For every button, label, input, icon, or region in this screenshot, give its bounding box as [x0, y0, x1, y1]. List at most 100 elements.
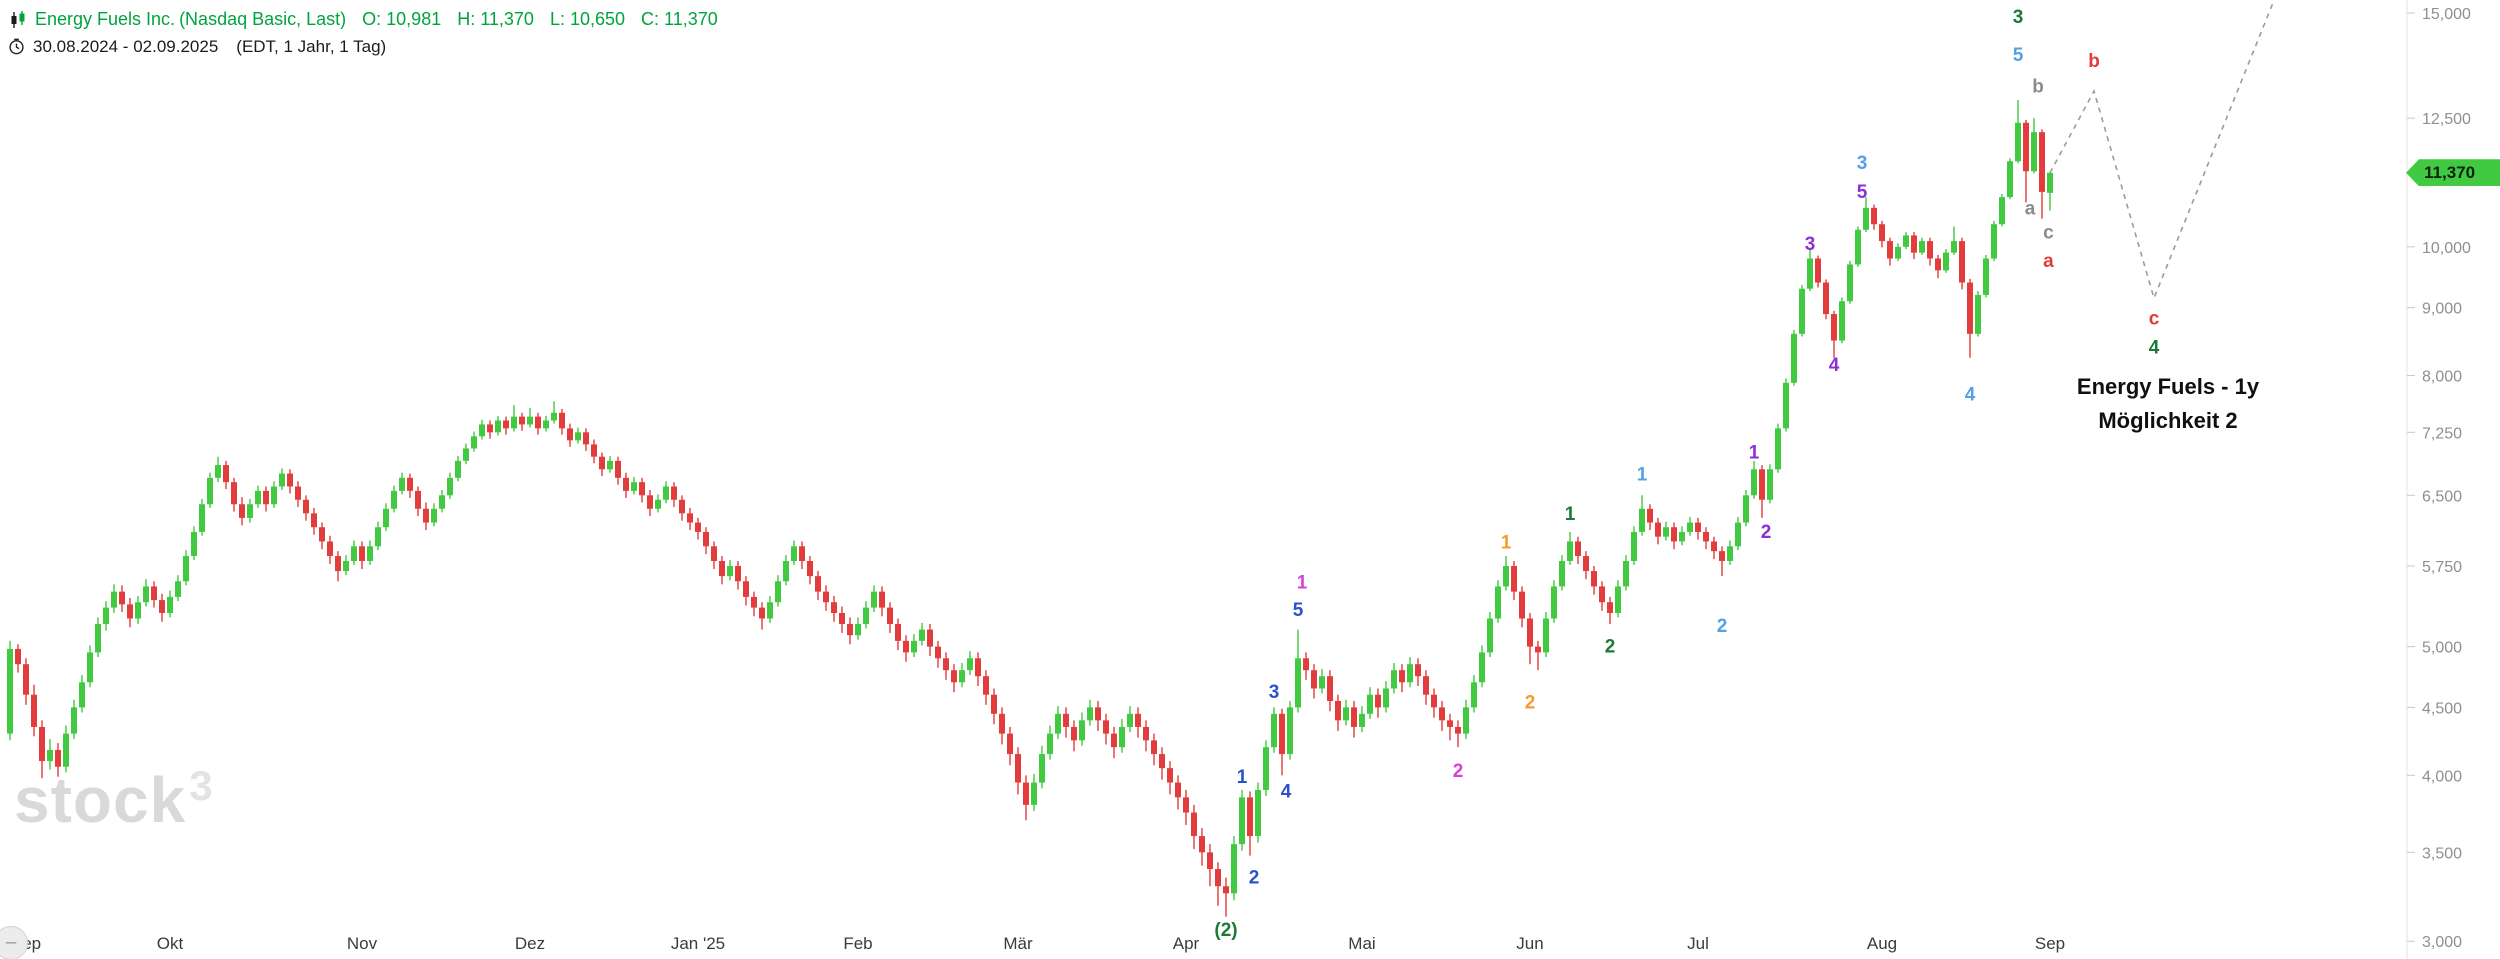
- low-pair: L: 10,650: [550, 9, 625, 30]
- candle: [1671, 522, 1677, 550]
- candle: [1895, 243, 1901, 261]
- wave-label-purple-4[interactable]: 4: [1829, 355, 1840, 376]
- candle: [1351, 701, 1357, 738]
- wave-label-green-4[interactable]: 4: [2149, 337, 2160, 358]
- candle: [439, 490, 445, 513]
- candle: [1439, 701, 1445, 731]
- wave-label-orange-1[interactable]: 1: [1501, 532, 1512, 553]
- wave-label-red-b[interactable]: b: [2088, 51, 2100, 72]
- candle: [1599, 581, 1605, 611]
- candle: [311, 507, 317, 535]
- candle: [1879, 220, 1885, 248]
- candle: [711, 541, 717, 570]
- candle: [1343, 699, 1349, 726]
- projection-path[interactable]: [2049, 0, 2278, 301]
- wave-label-green-1[interactable]: 1: [1565, 504, 1576, 525]
- wave-label-magenta-2[interactable]: 2: [1453, 761, 1464, 782]
- candle: [1095, 701, 1101, 731]
- candle: [63, 725, 69, 773]
- candle: [1231, 836, 1237, 901]
- candle: [1239, 789, 1245, 851]
- wave-label-magenta-1[interactable]: 1: [1297, 572, 1308, 593]
- wave-label-lightblue-3[interactable]: 3: [1857, 153, 1868, 174]
- wave-label-purple-5[interactable]: 5: [1857, 182, 1868, 203]
- candle: [855, 617, 861, 640]
- candle: [623, 472, 629, 498]
- candle: [2047, 172, 2053, 211]
- candle: [919, 622, 925, 646]
- wave-label-lightblue-2[interactable]: 2: [1717, 616, 1728, 637]
- wave-label-lightblue-1[interactable]: 1: [1637, 464, 1648, 485]
- candle: [1495, 580, 1501, 623]
- candle: [1927, 237, 1933, 266]
- candle: [655, 494, 661, 513]
- candle: [1687, 516, 1693, 536]
- wave-label-blue-3[interactable]: 3: [1269, 682, 1280, 703]
- candle: [1887, 237, 1893, 266]
- candle: [191, 526, 197, 561]
- candle: [631, 476, 637, 495]
- candle: [1743, 490, 1749, 527]
- candle: [167, 590, 173, 618]
- candle: [1615, 580, 1621, 618]
- symbol-title: Energy Fuels Inc.: [35, 9, 176, 29]
- price-axis[interactable]: 15,000 12,500 10,000 9,000 8,000 7,250 6,500 5,…: [2406, 0, 2471, 959]
- x-axis-month-label: Feb: [843, 934, 872, 953]
- close-pair: C: 11,370: [641, 9, 718, 30]
- wave-label-blue-1[interactable]: 1: [1237, 767, 1248, 788]
- wave-label-blue-5[interactable]: 5: [1293, 600, 1304, 621]
- candle: [871, 585, 877, 612]
- candle: [1287, 701, 1293, 760]
- candle: [1823, 279, 1829, 320]
- wave-label-green-2[interactable]: 2: [1605, 637, 1616, 658]
- symbol-row: Energy Fuels Inc. (Nasdaq Basic, Last) O…: [8, 6, 718, 33]
- candle: [31, 684, 37, 737]
- wave-label-purple-1[interactable]: 1: [1749, 443, 1760, 464]
- candle: [1151, 733, 1157, 766]
- candle: [463, 443, 469, 465]
- wave-label-lightblue-4[interactable]: 4: [1965, 385, 1976, 406]
- candle: [791, 540, 797, 566]
- candle: [1639, 495, 1645, 536]
- chart-corner-button[interactable]: –: [0, 926, 28, 959]
- wave-label-purple-3[interactable]: 3: [1805, 234, 1816, 255]
- time-axis[interactable]: Sep Okt Nov Dez Jan '25 Feb Mär Apr Mai Jun Jul Aug…: [11, 934, 2065, 953]
- candle: [1863, 197, 1869, 233]
- candle: [159, 593, 165, 622]
- wave-label-red-c[interactable]: c: [2149, 309, 2160, 330]
- candle: [383, 503, 389, 531]
- y-axis-label: 6,500: [2422, 488, 2462, 505]
- wave-label-gray-c[interactable]: c: [2043, 223, 2054, 244]
- wave-label-gray-b[interactable]: b: [2032, 77, 2044, 98]
- candle: [559, 408, 565, 435]
- x-axis-month-label: Mär: [1003, 934, 1033, 953]
- wave-label-blue-4[interactable]: 4: [1281, 781, 1292, 802]
- candle: [511, 405, 517, 432]
- wave-label-green-3[interactable]: 3: [2013, 7, 2024, 28]
- wave-label-lightblue-5[interactable]: 5: [2013, 45, 2024, 66]
- scenario-annotation[interactable]: Energy Fuels - 1y Möglichkeit 2: [2048, 370, 2288, 438]
- candle: [1703, 527, 1709, 550]
- candle: [1543, 611, 1549, 658]
- candle: [1183, 789, 1189, 825]
- candle: [999, 707, 1005, 745]
- candle: [1199, 828, 1205, 866]
- candle: [335, 551, 341, 582]
- wave-label-green-(2)[interactable]: (2): [1214, 920, 1237, 941]
- wave-label-red-a[interactable]: a: [2043, 251, 2054, 272]
- high-value: 11,370: [480, 9, 534, 29]
- candle: [1871, 204, 1877, 230]
- candle: [111, 584, 117, 614]
- wave-label-purple-2[interactable]: 2: [1761, 522, 1772, 543]
- candle: [1911, 232, 1917, 260]
- candle: [119, 585, 125, 612]
- candle: [479, 419, 485, 440]
- wave-label-orange-2[interactable]: 2: [1525, 692, 1536, 713]
- wave-label-blue-2[interactable]: 2: [1249, 868, 1260, 889]
- candle: [1935, 254, 1941, 279]
- candle: [703, 527, 709, 555]
- watermark-sup: 3: [189, 762, 214, 809]
- candle: [415, 486, 421, 517]
- wave-label-gray-a[interactable]: a: [2025, 198, 2036, 219]
